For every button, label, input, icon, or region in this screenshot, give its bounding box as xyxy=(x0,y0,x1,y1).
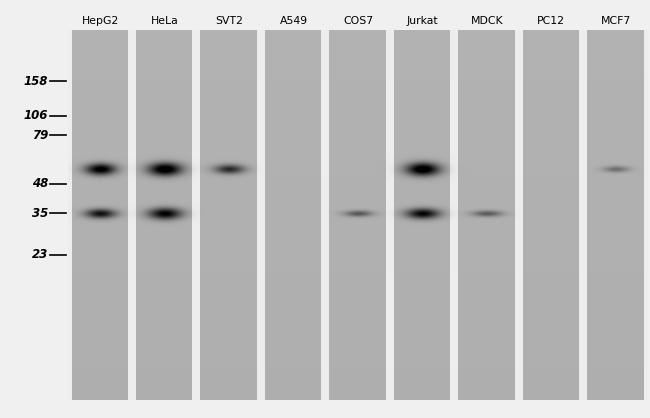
Text: A549: A549 xyxy=(280,16,307,26)
Text: 79: 79 xyxy=(32,129,48,142)
Text: 158: 158 xyxy=(23,74,48,87)
Text: MCF7: MCF7 xyxy=(601,16,631,26)
Text: COS7: COS7 xyxy=(343,16,373,26)
Text: 106: 106 xyxy=(23,110,48,122)
Text: HeLa: HeLa xyxy=(151,16,179,26)
Text: MDCK: MDCK xyxy=(471,16,503,26)
Text: SVT2: SVT2 xyxy=(215,16,243,26)
Bar xyxy=(0,0,68,418)
Text: PC12: PC12 xyxy=(538,16,566,26)
Text: 23: 23 xyxy=(32,248,48,261)
Bar xyxy=(0,400,650,418)
Text: Jurkat: Jurkat xyxy=(407,16,438,26)
Text: 48: 48 xyxy=(32,177,48,190)
Text: HepG2: HepG2 xyxy=(82,16,119,26)
Text: 35: 35 xyxy=(32,206,48,219)
